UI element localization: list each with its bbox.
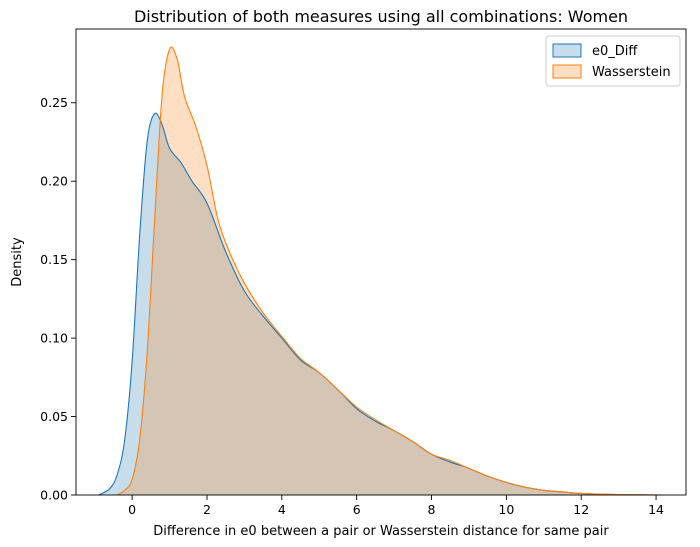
chart-title: Distribution of both measures using all …	[134, 7, 628, 26]
x-tick-label: 12	[573, 502, 589, 517]
area-fill-e0-diff	[98, 113, 664, 495]
y-axis-label: Density	[10, 237, 25, 287]
legend-label-wasserstein: Wasserstein	[592, 65, 671, 80]
legend-swatch-e0-diff	[552, 43, 582, 58]
x-tick-label: 8	[428, 502, 436, 517]
series-layer	[98, 46, 664, 496]
plot-frame	[75, 28, 687, 496]
legend-box	[545, 35, 681, 87]
y-tick-label: 0.25	[40, 95, 68, 110]
x-tick-label: 2	[203, 502, 211, 517]
x-tick-label: 6	[353, 502, 361, 517]
legend-label-e0-diff: e0_Diff	[592, 44, 638, 59]
legend-swatch-wasserstein	[552, 64, 582, 79]
x-tick-label: 10	[498, 502, 514, 517]
legend: e0_Diff Wasserstein	[545, 35, 681, 87]
y-tick-label: 0.20	[40, 174, 68, 189]
y-tick-label: 0.00	[40, 488, 68, 503]
y-tick-label: 0.10	[40, 331, 68, 346]
area-fill-wasserstein	[117, 47, 664, 496]
density-line-wasserstein	[116, 46, 664, 496]
ticks-layer: 0 2 4 6 8 10 12 14 0.00 0.05 0.10 0.15 0.20 0.25	[40, 95, 664, 517]
y-tick-label: 0.15	[40, 252, 68, 267]
x-tick-label: 14	[648, 502, 664, 517]
x-axis-label: Difference in e0 between a pair or Wasse…	[153, 524, 609, 539]
x-tick-label: 4	[278, 502, 286, 517]
x-tick-label: 0	[128, 502, 136, 517]
y-tick-label: 0.05	[40, 409, 68, 424]
